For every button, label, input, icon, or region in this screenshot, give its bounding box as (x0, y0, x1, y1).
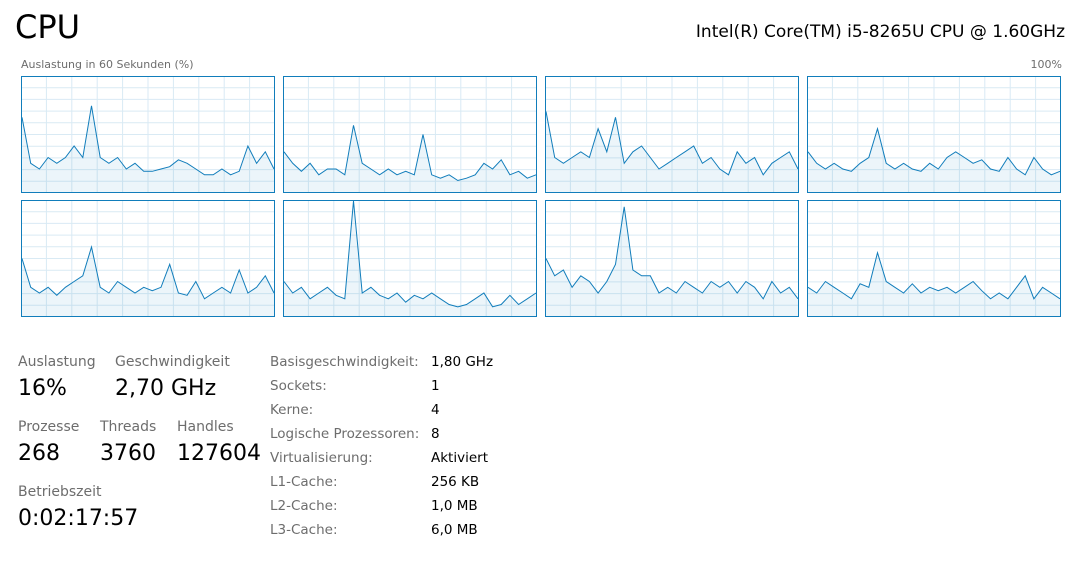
stat-label: Threads (100, 419, 157, 435)
usage-area (808, 252, 1060, 316)
title: CPU (15, 8, 81, 46)
usage-area (22, 105, 274, 192)
usage-area (284, 201, 536, 316)
usage-area (22, 247, 274, 316)
spec-label: Basisgeschwindigkeit: (270, 354, 419, 370)
usage-line (283, 200, 537, 308)
stat-label: Handles (177, 419, 234, 435)
usage-line (21, 245, 275, 300)
spec-label: L2-Cache: (270, 498, 338, 514)
spec-label: L3-Cache: (270, 522, 338, 538)
usage-area (808, 128, 1060, 192)
cpu-graph (283, 200, 537, 317)
usage-line (545, 111, 799, 176)
stat-value: 16% (18, 376, 67, 401)
stat-label: Prozesse (18, 419, 80, 435)
spec-value: 8 (431, 426, 440, 442)
cpu-graph (545, 76, 799, 193)
cpu-graph (283, 76, 537, 193)
stat-value: 3760 (100, 441, 156, 466)
usage-line (21, 105, 275, 176)
usage-area (546, 111, 798, 192)
graph-max: 100% (1030, 58, 1062, 71)
spec-label: Sockets: (270, 378, 327, 394)
stat-label: Betriebszeit (18, 484, 102, 500)
usage-area (284, 125, 536, 192)
usage-line (545, 206, 799, 300)
cpu-graph (21, 200, 275, 317)
spec-label: Kerne: (270, 402, 314, 418)
spec-label: Virtualisierung: (270, 450, 373, 466)
stat-value: 127604 (177, 441, 261, 466)
spec-value: 256 KB (431, 474, 480, 490)
spec-value: Aktiviert (431, 450, 488, 466)
usage-area (546, 206, 798, 316)
cpu-name: Intel(R) Core(TM) i5-8265U CPU @ 1.60GHz (695, 22, 1065, 42)
spec-value: 1,0 MB (431, 498, 478, 514)
graph-border (283, 76, 537, 193)
stat-label: Auslastung (18, 354, 96, 370)
usage-line (807, 250, 1061, 300)
graph-label: Auslastung in 60 Sekunden (%) (21, 58, 194, 71)
spec-label: Logische Prozessoren: (270, 426, 420, 442)
cpu-graph (807, 76, 1061, 193)
usage-line (807, 126, 1061, 176)
usage-line (283, 125, 537, 182)
stat-label: Geschwindigkeit (115, 354, 230, 370)
stat-value: 0:02:17:57 (18, 506, 139, 531)
cpu-graph (545, 200, 799, 317)
graph-border (545, 76, 799, 193)
stat-value: 268 (18, 441, 60, 466)
stat-value: 2,70 GHz (115, 376, 217, 401)
graph-border (807, 76, 1061, 193)
graph-border (807, 200, 1061, 317)
spec-value: 1 (431, 378, 440, 394)
spec-value: 6,0 MB (431, 522, 478, 538)
spec-value: 4 (431, 402, 440, 418)
graph-border (545, 200, 799, 317)
spec-value: 1,80 GHz (431, 354, 494, 370)
graph-border (21, 76, 275, 193)
spec-label: L1-Cache: (270, 474, 338, 490)
graph-border (21, 200, 275, 317)
graph-border (283, 200, 537, 317)
cpu-graph (21, 76, 275, 193)
cpu-graph (807, 200, 1061, 317)
